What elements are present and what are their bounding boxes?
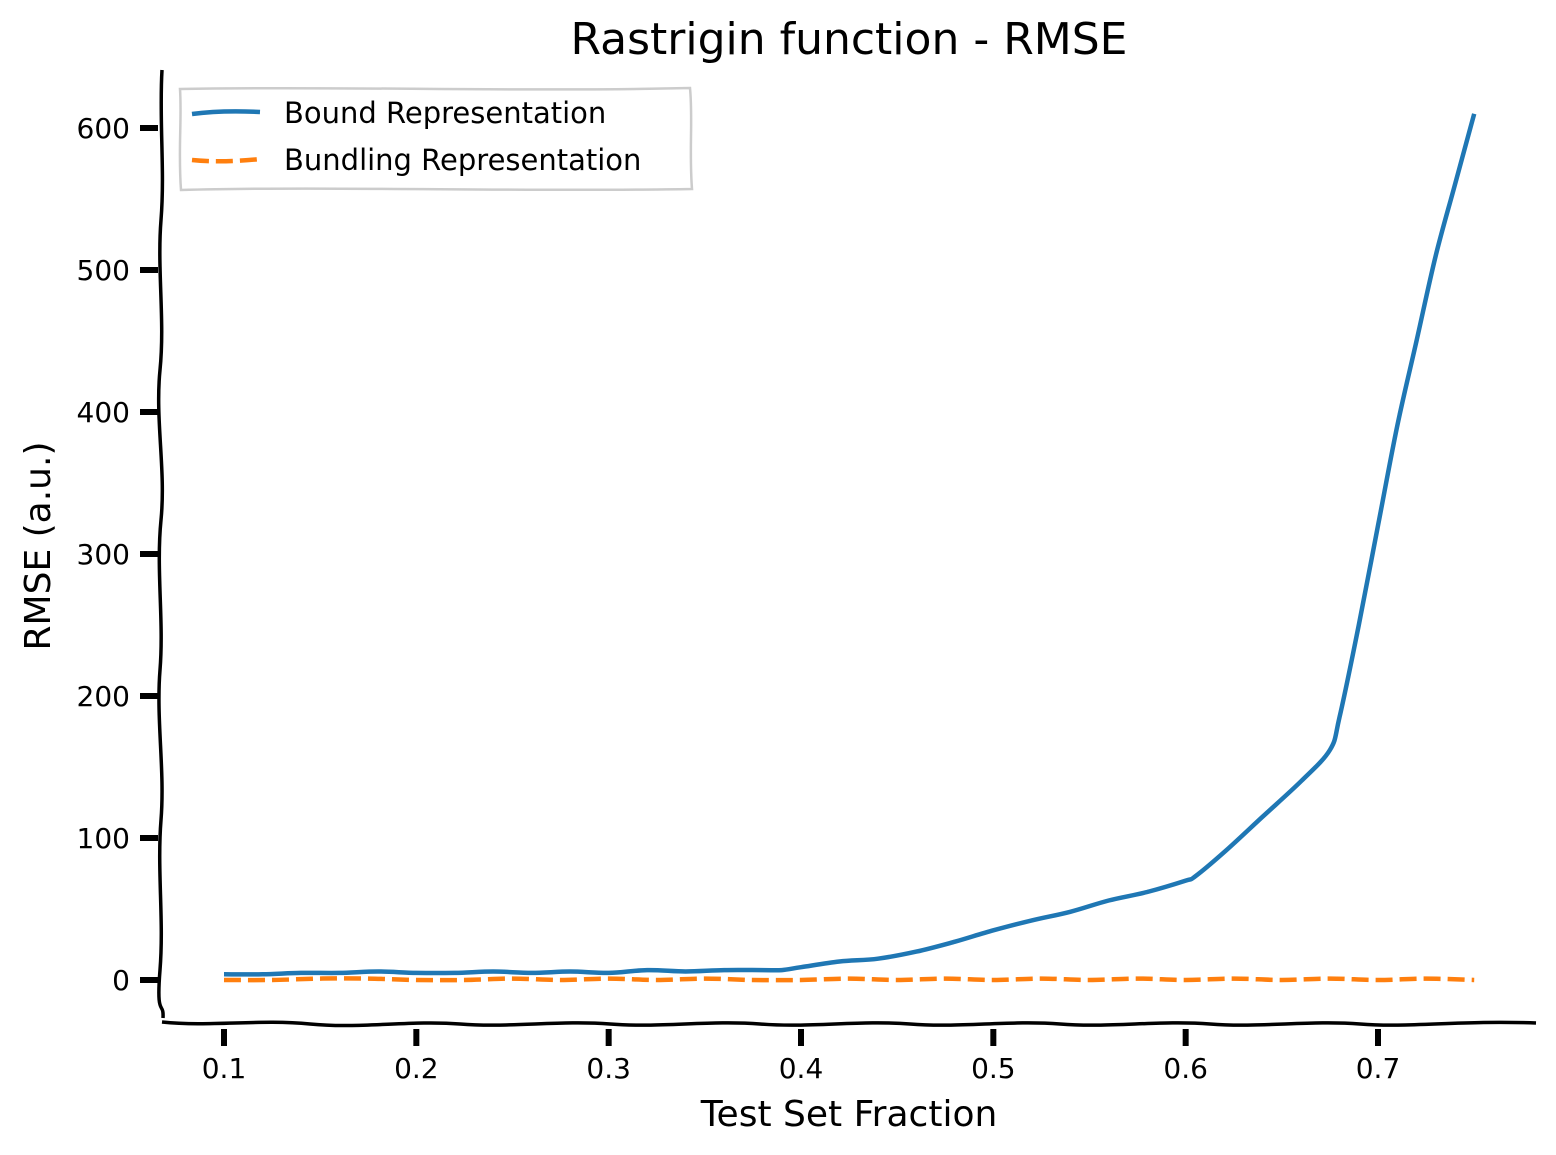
legend-label-bundling: Bundling Representation [284,143,641,177]
x-tick-label: 0.2 [394,1052,439,1085]
chart-title: Rastrigin function - RMSE [571,14,1128,65]
y-ticks: 0 100 200 300 400 500 600 [77,112,158,997]
x-tick-label: 0.5 [971,1052,1016,1085]
x-tick-label: 0.1 [202,1052,247,1085]
x-ticks: 0.1 0.2 0.3 0.4 0.5 0.6 0.7 [202,1029,1401,1085]
x-axis-label: Test Set Fraction [700,1094,998,1135]
y-tick-label: 400 [77,396,130,429]
y-tick-label: 100 [77,822,130,855]
y-tick-label: 600 [77,112,130,145]
series-layer [223,113,1477,983]
x-tick-label: 0.6 [1163,1052,1208,1085]
legend-frame [178,86,694,192]
legend: Bound Representation Bundling Representa… [178,86,694,192]
series-line-bundling [223,976,1475,983]
y-axis-label: RMSE (a.u.) [18,442,59,651]
y-tick-label: 500 [77,254,130,287]
x-tick-label: 0.4 [779,1052,824,1085]
series-line-bound [223,113,1477,977]
y-tick-label: 200 [77,680,130,713]
y-tick-label: 0 [112,964,130,997]
y-axis-spine [156,69,165,1019]
x-tick-label: 0.3 [586,1052,631,1085]
x-axis-spine [161,1020,1537,1028]
y-tick-label: 300 [77,538,130,571]
legend-line-bundling [191,156,261,164]
legend-line-bound [191,109,261,117]
legend-label-bound: Bound Representation [284,96,606,130]
x-tick-label: 0.7 [1356,1052,1401,1085]
